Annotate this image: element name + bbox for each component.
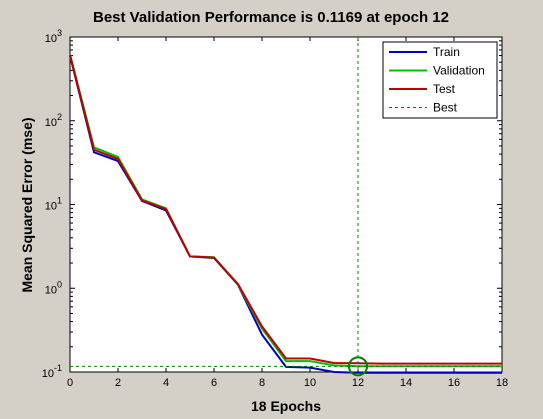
x-tick-label: 16: [448, 377, 460, 389]
legend-label-train: Train: [433, 45, 460, 59]
legend: Train Validation Test Best: [382, 41, 498, 119]
y-tick-label: 100: [45, 279, 62, 296]
x-axis-label: 18 Epochs: [251, 398, 321, 414]
chart-title: Best Validation Performance is 0.1169 at…: [93, 9, 449, 26]
y-tick-base: 10: [45, 33, 57, 45]
x-tick-label: 6: [211, 377, 217, 389]
y-tick-label: 103: [45, 28, 62, 45]
y-tick-label: 101: [45, 196, 62, 213]
y-tick-exponent: 1: [57, 196, 62, 206]
x-tick-label: 10: [304, 377, 316, 389]
y-tick-exponent: 0: [57, 279, 62, 289]
y-tick-base: 10: [45, 201, 57, 213]
x-tick-label: 0: [67, 377, 73, 389]
legend-label-test: Test: [433, 82, 456, 96]
y-tick-exponent: 2: [57, 112, 62, 122]
y-tick-exponent: -1: [54, 363, 62, 373]
x-tick-label: 14: [400, 377, 412, 389]
x-tick-label: 8: [259, 377, 265, 389]
y-tick-base: 10: [45, 284, 57, 296]
x-tick-label: 18: [496, 377, 508, 389]
legend-label-validation: Validation: [433, 64, 485, 78]
y-tick-base: 10: [45, 117, 57, 129]
y-tick-label: 10-1: [42, 363, 62, 380]
x-tick-label: 4: [163, 377, 169, 389]
y-tick-label: 102: [45, 112, 62, 129]
legend-box: [382, 41, 498, 119]
x-tick-label: 2: [115, 377, 121, 389]
y-axis-label: Mean Squared Error (mse): [19, 117, 35, 292]
x-tick-label: 12: [352, 377, 364, 389]
best-point-marker: [348, 356, 368, 377]
legend-label-best: Best: [433, 101, 458, 115]
y-tick-exponent: 3: [57, 28, 62, 38]
series-line-test: [69, 54, 502, 365]
y-tick-base: 10: [42, 368, 54, 380]
